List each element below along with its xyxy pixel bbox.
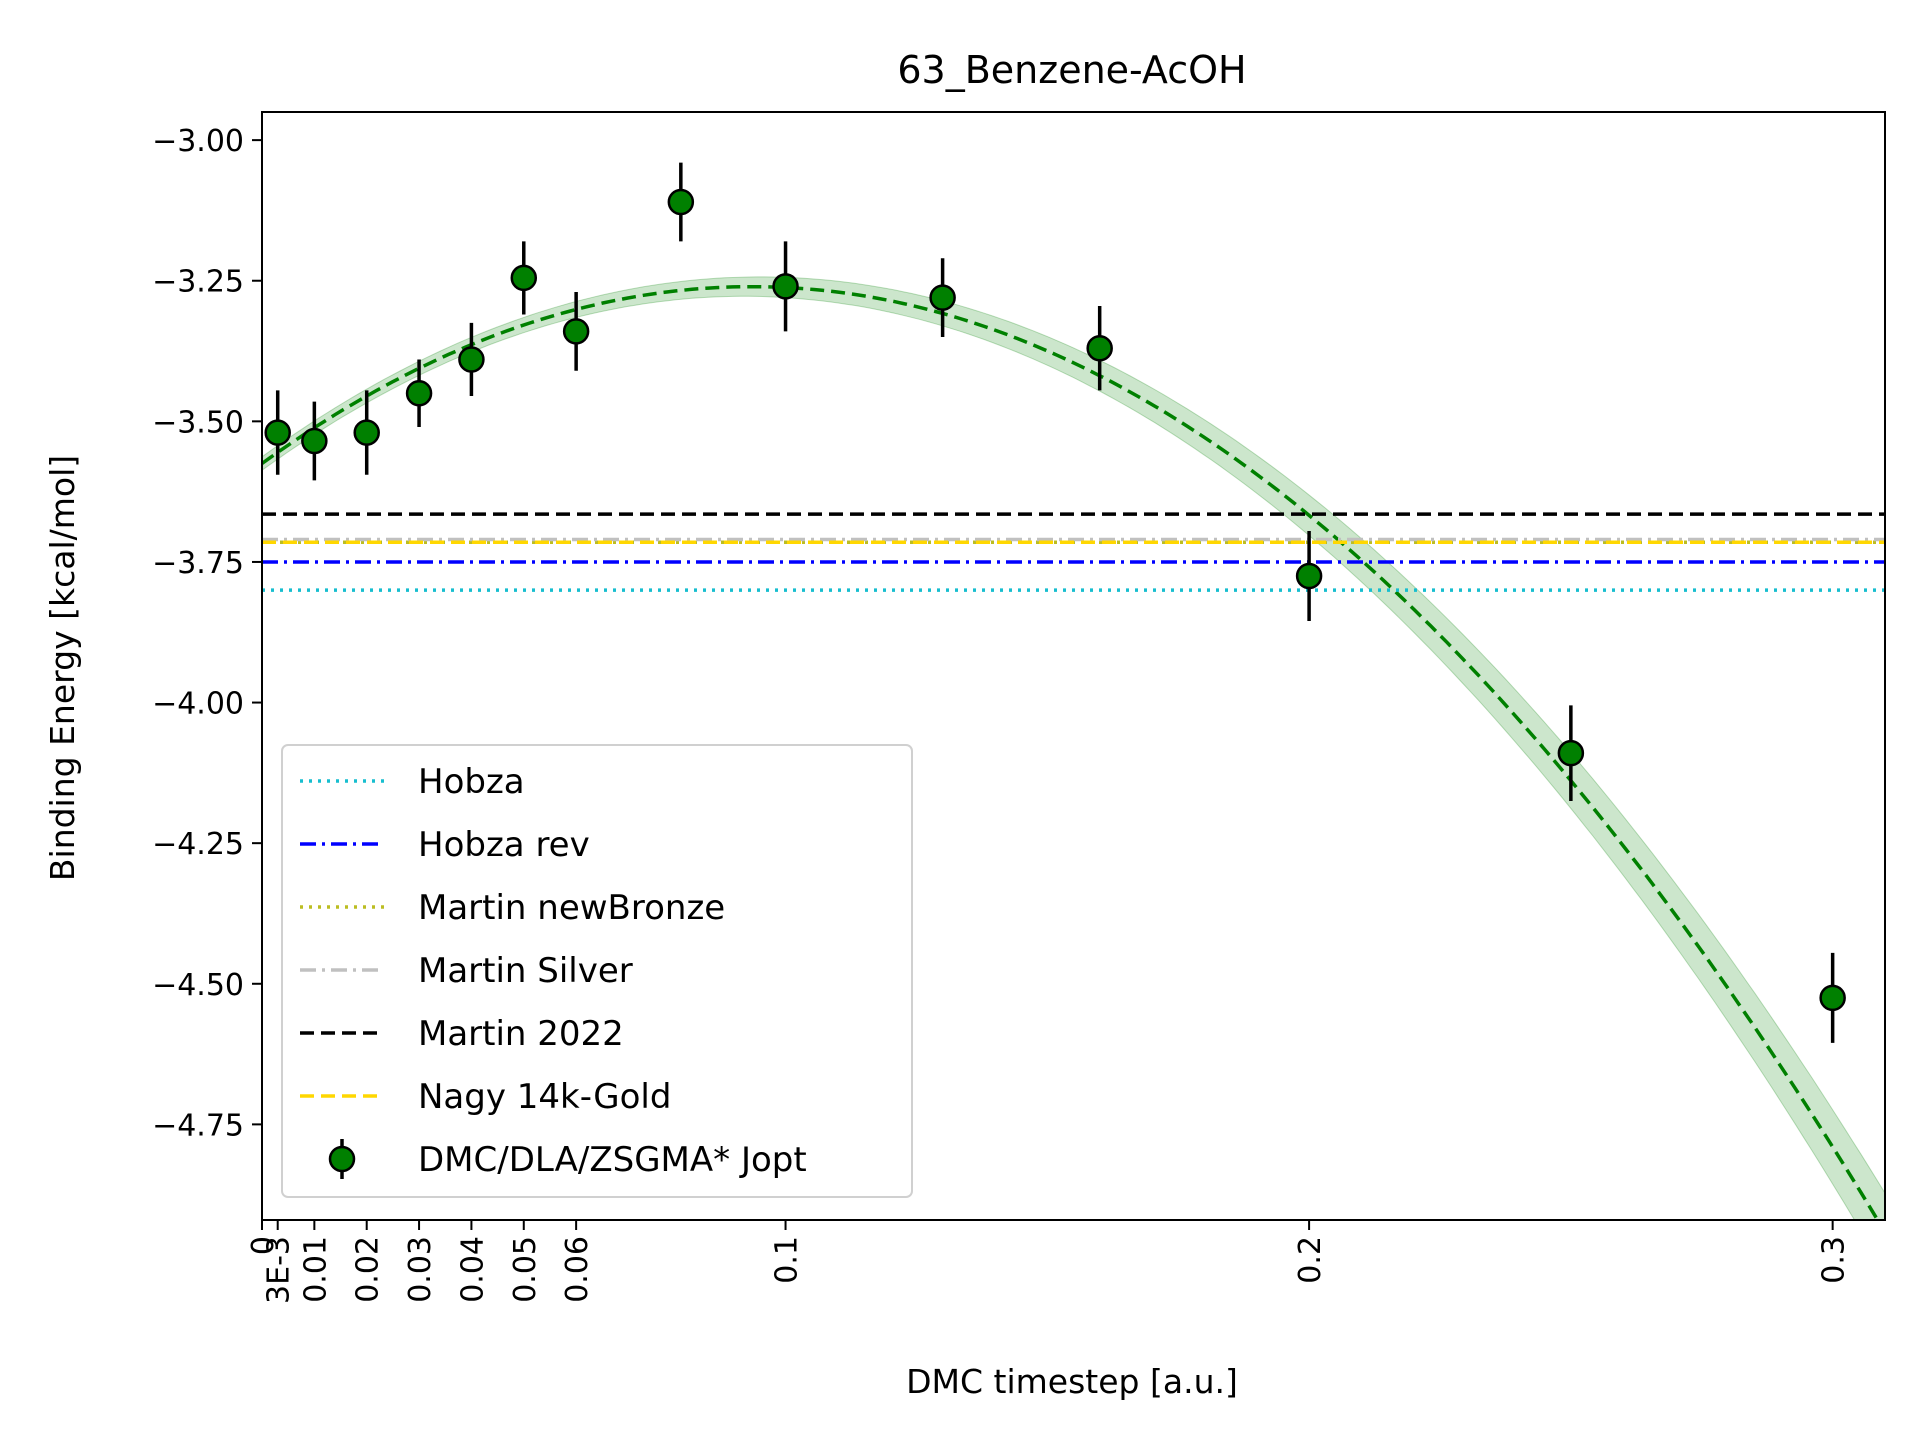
data-point bbox=[1557, 739, 1585, 767]
plot-area bbox=[262, 162, 1885, 1220]
data-point bbox=[1295, 562, 1323, 590]
legend-box bbox=[281, 744, 913, 1198]
y-tick-label: −4.00 bbox=[152, 687, 244, 722]
data-point bbox=[772, 273, 799, 300]
x-tick-label: 0.02 bbox=[351, 1236, 386, 1303]
fit-curve bbox=[262, 284, 1880, 1220]
data-point bbox=[667, 188, 695, 216]
data-point bbox=[1819, 984, 1846, 1012]
x-tick-label: 0.01 bbox=[298, 1236, 333, 1303]
data-point bbox=[562, 318, 590, 345]
y-tick-label: −3.75 bbox=[152, 546, 244, 581]
x-tick-label: 0.1 bbox=[770, 1236, 805, 1284]
legend-label: Hobza rev bbox=[418, 825, 590, 865]
y-tick-label: −4.50 bbox=[152, 968, 244, 1003]
y-tick-label: −3.00 bbox=[152, 124, 244, 159]
x-tick-label: 0.04 bbox=[455, 1236, 490, 1303]
axes-ticks: 03E-3 0.01 0.02 0.03 0.04 0.05 0.06 0.1 0.2 0.3 −3… bbox=[152, 124, 1852, 1304]
y-axis-label: Binding Energy [kcal/mol] bbox=[43, 455, 82, 881]
data-point bbox=[405, 379, 433, 407]
chart-title: 63_Benzene-AcOH bbox=[897, 48, 1246, 92]
legend-label: Hobza bbox=[418, 762, 525, 802]
x-axis-label: DMC timestep [a.u.] bbox=[906, 1362, 1238, 1401]
legend-label: Martin Silver bbox=[418, 951, 633, 991]
legend-label: Martin newBronze bbox=[418, 888, 725, 928]
legend-swatch-marker bbox=[328, 1145, 356, 1173]
y-tick-label: −3.50 bbox=[152, 405, 244, 440]
y-tick-label: −4.75 bbox=[152, 1108, 244, 1143]
x-tick-label: 0.03 bbox=[403, 1236, 438, 1303]
y-tick-label: −3.25 bbox=[152, 265, 244, 300]
legend-label: Martin 2022 bbox=[418, 1014, 624, 1054]
data-point bbox=[353, 419, 380, 446]
x-tick-label: 0.2 bbox=[1293, 1236, 1328, 1284]
y-tick-label: −4.25 bbox=[152, 827, 244, 862]
data-point bbox=[929, 284, 956, 311]
legend: Hobza Hobza rev Martin newBronze Martin Sil… bbox=[281, 744, 913, 1198]
x-tick-label: 0.05 bbox=[508, 1236, 543, 1303]
data-point bbox=[510, 264, 538, 292]
x-tick-label: 0.06 bbox=[560, 1236, 595, 1303]
x-tick-label: 0 bbox=[246, 1236, 281, 1255]
plot-frame bbox=[261, 111, 1886, 1221]
data-point bbox=[1086, 334, 1113, 362]
x-tick-label: 0.3 bbox=[1817, 1236, 1852, 1284]
legend-label: DMC/DLA/ZSGMA* Jopt bbox=[418, 1140, 807, 1180]
data-point bbox=[458, 346, 485, 373]
data-point bbox=[301, 427, 328, 455]
data-point bbox=[264, 419, 291, 446]
legend-label: Nagy 14k-Gold bbox=[418, 1077, 671, 1117]
x-tick-label: 3E-3 bbox=[262, 1236, 297, 1304]
